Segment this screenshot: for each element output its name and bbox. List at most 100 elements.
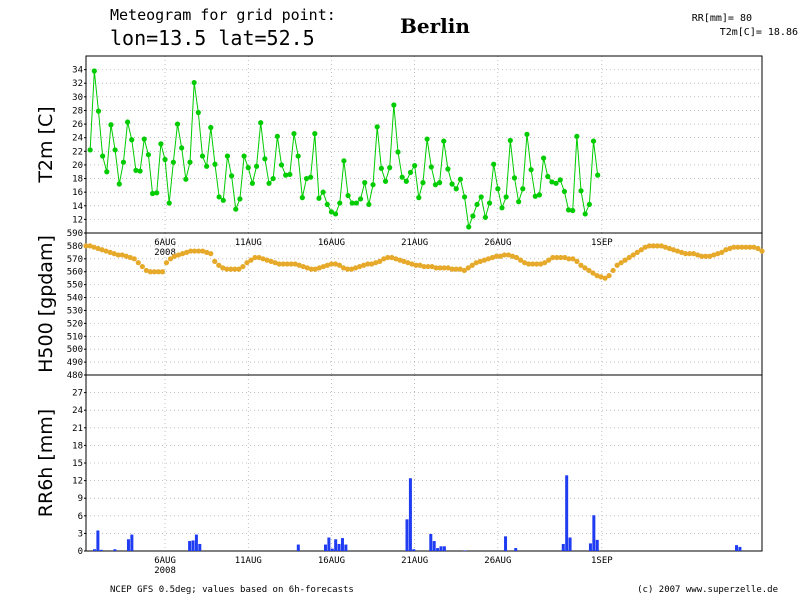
t2m-point [482, 214, 488, 220]
t2m-point [561, 188, 568, 195]
t2m-point [437, 180, 443, 186]
y-tick-label: 6 [78, 512, 83, 522]
rr6h-bar [126, 539, 130, 551]
rr6h-bar [442, 546, 446, 551]
t2m-point [511, 175, 518, 181]
y-tick-label: 590 [67, 229, 83, 239]
h500-point [200, 248, 206, 254]
h500-point [437, 265, 443, 271]
rr6h-bar [738, 546, 742, 551]
t2m-point [125, 119, 131, 125]
t2m-point [366, 201, 372, 208]
t2m-point [320, 189, 326, 195]
t2m-point [187, 159, 193, 165]
t2m-point [183, 176, 189, 182]
h500-point [268, 258, 274, 264]
t2m-point [582, 211, 588, 217]
h500-point [739, 244, 745, 250]
t2m-point [233, 206, 239, 212]
h500-point [175, 252, 182, 258]
h500-point [670, 247, 677, 253]
y-tick-label: 15 [72, 459, 83, 469]
copyright-note: (c) 2007 www.superzelle.de [637, 585, 778, 595]
y-axis-title: T2m [C] [35, 106, 57, 183]
t2m-point [590, 138, 597, 144]
t2m-point [274, 133, 280, 139]
t2m-point [528, 167, 534, 173]
t2m-point [116, 181, 122, 187]
rr6h-bar [130, 534, 134, 551]
h500-point [469, 262, 475, 268]
h500-point [276, 261, 282, 267]
y-axis-title: H500 [gpdam] [35, 235, 57, 373]
y-tick-label: 0 [78, 547, 83, 557]
h500-point [91, 244, 97, 250]
h500-point [288, 261, 294, 267]
h500-point [489, 254, 496, 261]
h500-point [574, 258, 580, 264]
t2m-point [112, 147, 118, 153]
h500-point [630, 252, 636, 258]
h500-point [546, 257, 552, 263]
h500-point [244, 260, 250, 266]
h500-point [365, 261, 371, 267]
t2m-point [291, 131, 297, 137]
h500-point [163, 260, 170, 266]
rr6h-bar [188, 541, 192, 551]
rr6h-bar [432, 541, 436, 551]
rr6h-bar [337, 543, 341, 551]
t2m-point [357, 196, 364, 202]
t2m-point [195, 109, 201, 116]
t2m-point [312, 131, 318, 137]
h500-point [373, 260, 379, 266]
h500-point [409, 261, 415, 267]
h500-point [135, 260, 141, 266]
rr6h-bar [561, 543, 565, 551]
h500-point [618, 260, 624, 266]
y-tick-label: 540 [67, 294, 83, 304]
h500-point [377, 258, 383, 264]
t2m-point [374, 124, 380, 130]
h500-point [389, 254, 395, 261]
title-line-1: Meteogram for grid point: [110, 6, 336, 24]
t2m-point [495, 186, 501, 192]
t2m-point [108, 122, 114, 128]
h500-point [167, 256, 174, 262]
rr6h-bar [340, 538, 344, 551]
y-tick-label: 560 [67, 268, 83, 278]
y-tick-label: 550 [67, 281, 83, 291]
rr6h-bar [330, 548, 334, 551]
h500-point [473, 260, 479, 266]
h500-point [598, 274, 604, 280]
t2m-point [378, 165, 384, 171]
h500-point [87, 243, 93, 249]
h500-point [505, 252, 512, 258]
h500-point [578, 262, 584, 268]
h500-point [634, 249, 640, 255]
h500-point [658, 243, 665, 249]
h500-point [232, 266, 238, 272]
rr6h-bar [439, 546, 443, 551]
h500-point [292, 261, 298, 267]
h500-point [674, 248, 681, 254]
h500-point [441, 265, 447, 271]
h500-point [179, 251, 186, 257]
h500-point [538, 261, 544, 267]
t2m-point [341, 158, 347, 164]
h500-point [662, 244, 669, 250]
h500-point [256, 254, 262, 261]
t2m-point [382, 178, 389, 184]
t2m-point [545, 173, 551, 180]
x-tick-label: 11AUG [235, 238, 262, 248]
t2m-point [549, 179, 555, 185]
t2m-point [565, 207, 572, 213]
t2m-point [170, 159, 176, 165]
y-tick-label: 30 [72, 93, 83, 103]
t2m-point [333, 211, 339, 217]
h500-point [236, 266, 242, 272]
h500-point [208, 251, 214, 257]
y-tick-label: 500 [67, 345, 83, 355]
t2m-point [204, 163, 210, 169]
h500-point [590, 270, 596, 276]
